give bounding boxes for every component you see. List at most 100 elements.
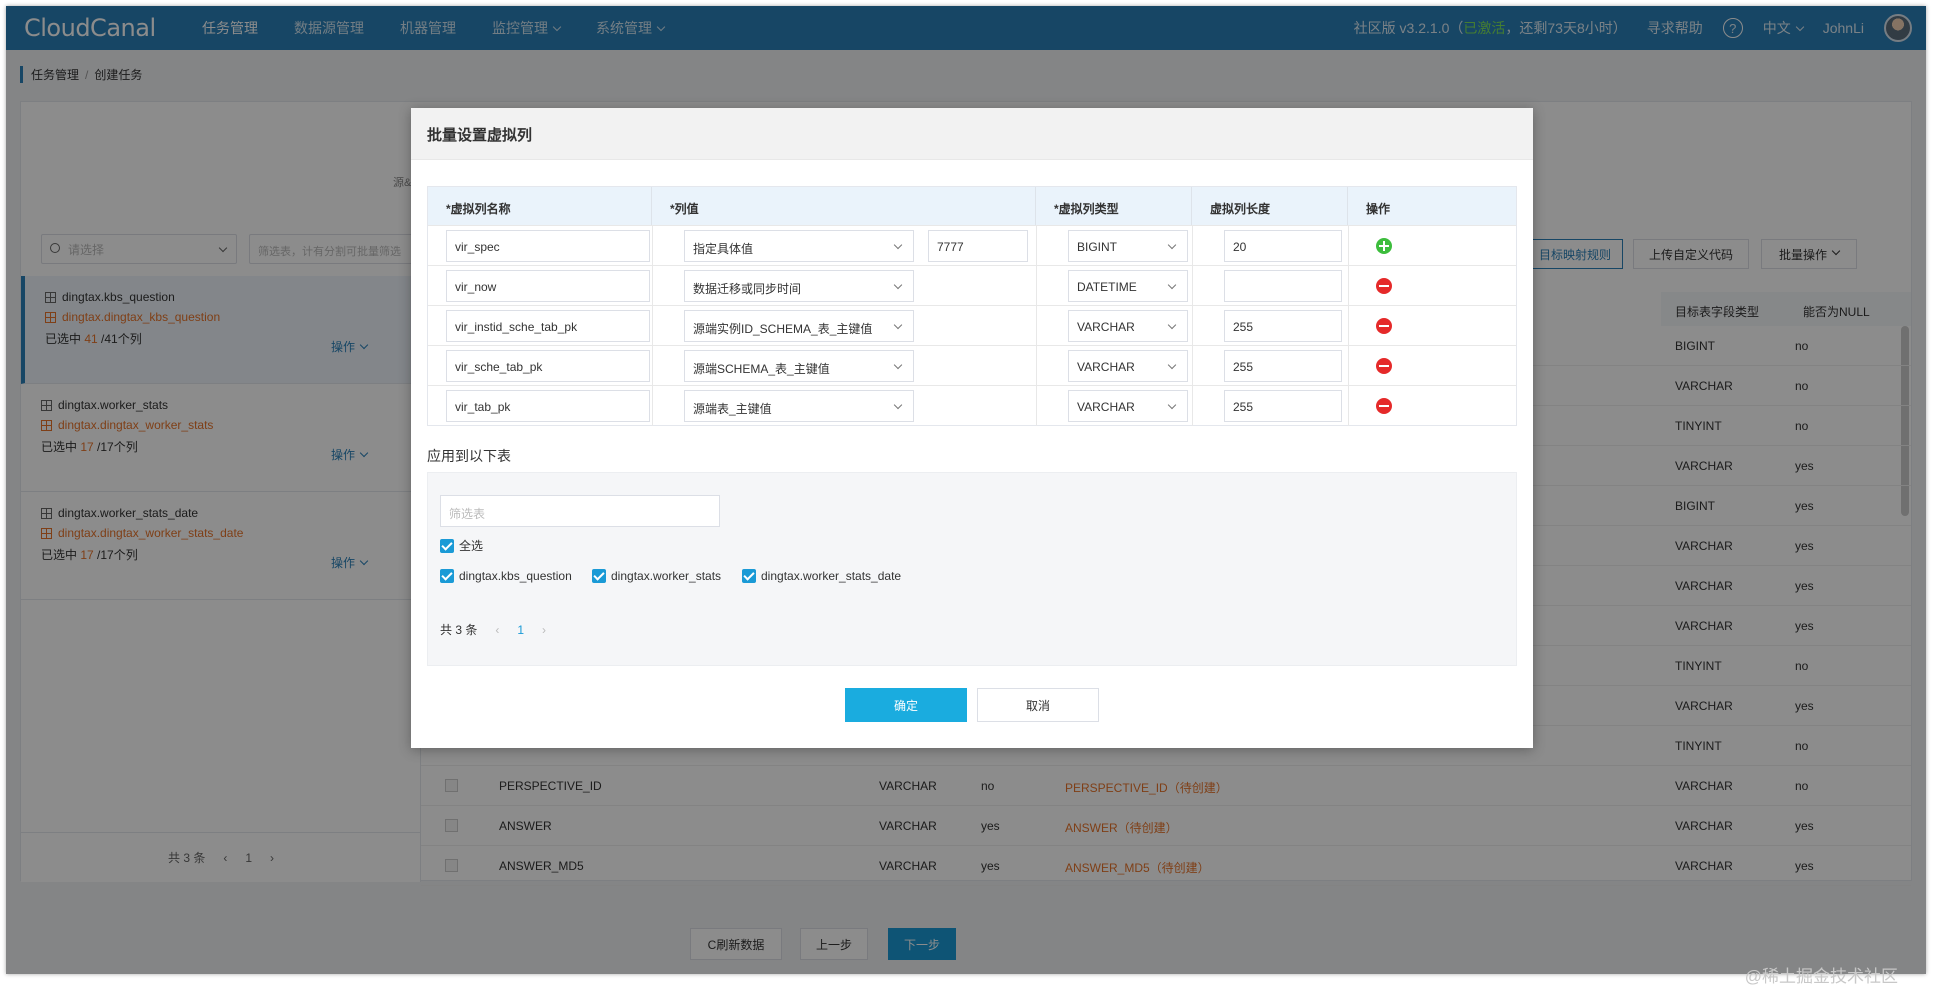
table-row: TINYINT no	[421, 726, 1911, 766]
vcol-type-select[interactable]: VARCHAR	[1068, 310, 1188, 342]
vcol-length-input[interactable]: 255	[1224, 310, 1342, 342]
cancel-button[interactable]: 取消	[977, 688, 1099, 722]
cell-nullable: yes	[1795, 619, 1814, 633]
version-text: 社区版 v3.2.1.0（	[1353, 20, 1464, 36]
nav-system-management[interactable]: 系统管理	[578, 18, 682, 38]
table-checkbox[interactable]: dingtax.worker_stats	[592, 569, 721, 583]
nav-monitor-management[interactable]: 监控管理	[474, 18, 578, 38]
vcol-name-input[interactable]: vir_sche_tab_pk	[446, 350, 650, 382]
chevron-down-icon	[1167, 360, 1177, 370]
virtual-column-row: vir_instid_sche_tab_pk 源端实例ID_SCHEMA_表_主…	[428, 305, 1516, 346]
avatar[interactable]	[1884, 14, 1912, 42]
delete-row-button[interactable]	[1376, 358, 1392, 374]
table-card[interactable]: dingtax.kbs_question dingtax.dingtax_kbs…	[21, 276, 421, 384]
row-checkbox[interactable]	[445, 779, 458, 792]
vcol-length-input[interactable]	[1224, 270, 1342, 302]
vcol-length-input[interactable]: 255	[1224, 350, 1342, 382]
delete-row-button[interactable]	[1376, 318, 1392, 334]
database-select[interactable]: 请选择	[41, 234, 237, 264]
cell-column-name: PERSPECTIVE_ID	[499, 779, 602, 793]
vcol-name-input[interactable]: vir_instid_sche_tab_pk	[446, 310, 650, 342]
prev-step-button[interactable]: 上一步	[800, 928, 868, 960]
breadcrumb-parent[interactable]: 任务管理	[31, 68, 80, 82]
nav-label: 监控管理	[492, 20, 548, 36]
cell-type: TINYINT	[1675, 419, 1722, 433]
pager-current[interactable]: 1	[245, 850, 253, 865]
minus-circle-icon	[1376, 398, 1392, 414]
vcol-type-select[interactable]: VARCHAR	[1068, 350, 1188, 382]
table-op-menu[interactable]: 操作	[331, 338, 369, 355]
table-op-menu[interactable]: 操作	[331, 554, 369, 571]
vcol-value-select[interactable]: 源端实例ID_SCHEMA_表_主键值	[684, 310, 914, 342]
pager-next-icon[interactable]: ›	[542, 622, 547, 637]
add-row-button[interactable]	[1376, 238, 1392, 254]
nav-label: 机器管理	[400, 20, 456, 36]
table-row: ANSWER_MD5 VARCHAR yes ANSWER_MD5（待创建） V…	[421, 846, 1911, 886]
upload-code-button[interactable]: 上传自定义代码	[1633, 239, 1749, 269]
header-target-type: 目标表字段类型	[1675, 305, 1760, 319]
cell-divider	[652, 346, 653, 386]
cell-target-column[interactable]: PERSPECTIVE_ID（待创建）	[1065, 781, 1228, 795]
selected-count: 17	[80, 440, 94, 454]
cell-divider	[1036, 346, 1037, 386]
pager-prev-icon[interactable]: ‹	[495, 622, 500, 637]
pager-prev-icon[interactable]: ‹	[223, 850, 228, 865]
vcol-value-select[interactable]: 数据迁移或同步时间	[684, 270, 914, 302]
header-op: 操作	[1366, 202, 1391, 216]
vcol-type-select[interactable]: BIGINT	[1068, 230, 1188, 262]
vcol-value-input[interactable]: 7777	[928, 230, 1028, 262]
table-checkbox[interactable]: dingtax.worker_stats_date	[742, 569, 901, 583]
total-count: /17个列	[93, 440, 138, 454]
cell-source-nullable: no	[981, 779, 995, 793]
pager-current[interactable]: 1	[517, 622, 525, 637]
help-link[interactable]: 寻求帮助	[1646, 20, 1703, 36]
cell-source-type: VARCHAR	[879, 859, 937, 873]
row-checkbox[interactable]	[445, 859, 458, 872]
source-table: dingtax.worker_stats	[41, 398, 401, 412]
nav-machine-management[interactable]: 机器管理	[382, 18, 474, 38]
cell-nullable: yes	[1795, 859, 1814, 873]
table-op-menu[interactable]: 操作	[331, 446, 369, 463]
cell-divider	[1036, 306, 1037, 346]
batch-ops-button[interactable]: 批量操作	[1761, 239, 1857, 269]
vcol-name-input[interactable]: vir_tab_pk	[446, 390, 650, 422]
mapping-rule-button[interactable]: 目标映射规则	[1527, 239, 1623, 269]
next-step-button[interactable]: 下一步	[888, 928, 956, 960]
select-all-checkbox[interactable]: 全选	[440, 537, 483, 554]
user-name[interactable]: JohnLi	[1822, 20, 1864, 36]
nav-task-management[interactable]: 任务管理	[184, 18, 276, 38]
target-table-name: dingtax.dingtax_kbs_question	[62, 310, 221, 324]
vcol-length-input[interactable]: 20	[1224, 230, 1342, 262]
refresh-data-button[interactable]: C刷新数据	[690, 928, 782, 960]
vcol-length-input[interactable]: 255	[1224, 390, 1342, 422]
table-list-panel: 请选择 筛选表，计有分割可批量筛选 dingtax.kbs_question d…	[21, 222, 421, 882]
cell-target-column[interactable]: ANSWER_MD5（待创建）	[1065, 861, 1210, 875]
question-circle-icon[interactable]: ?	[1722, 18, 1743, 38]
row-checkbox[interactable]	[445, 819, 458, 832]
cell-nullable: yes	[1795, 579, 1814, 593]
vcol-value-select[interactable]: 源端表_主键值	[684, 390, 914, 422]
vcol-name-input[interactable]: vir_spec	[446, 230, 650, 262]
delete-row-button[interactable]	[1376, 398, 1392, 414]
vcol-type-select[interactable]: VARCHAR	[1068, 390, 1188, 422]
table-checkbox[interactable]: dingtax.kbs_question	[440, 569, 572, 583]
vcol-value-select[interactable]: 源端SCHEMA_表_主键值	[684, 350, 914, 382]
table-icon	[41, 419, 52, 431]
table-icon	[41, 527, 52, 539]
vcol-value-select[interactable]: 指定具体值	[684, 230, 914, 262]
source-table: dingtax.worker_stats_date	[41, 506, 401, 520]
cell-type: VARCHAR	[1675, 539, 1733, 553]
table-card[interactable]: dingtax.worker_stats dingtax.dingtax_wor…	[21, 384, 421, 492]
delete-row-button[interactable]	[1376, 278, 1392, 294]
confirm-button[interactable]: 确定	[845, 688, 967, 722]
pager-next-icon[interactable]: ›	[270, 850, 275, 865]
table-card[interactable]: dingtax.worker_stats_date dingtax.dingta…	[21, 492, 421, 600]
language-select[interactable]: 中文	[1763, 18, 1804, 38]
table-scrollbar[interactable]	[1901, 326, 1909, 516]
vcol-type-select[interactable]: DATETIME	[1068, 270, 1188, 302]
table-filter-input[interactable]: 筛选表	[440, 495, 720, 527]
header-nullable: 能否为NULL	[1803, 305, 1870, 319]
nav-datasource-management[interactable]: 数据源管理	[276, 18, 382, 38]
cell-target-column[interactable]: ANSWER（待创建）	[1065, 821, 1178, 835]
vcol-name-input[interactable]: vir_now	[446, 270, 650, 302]
